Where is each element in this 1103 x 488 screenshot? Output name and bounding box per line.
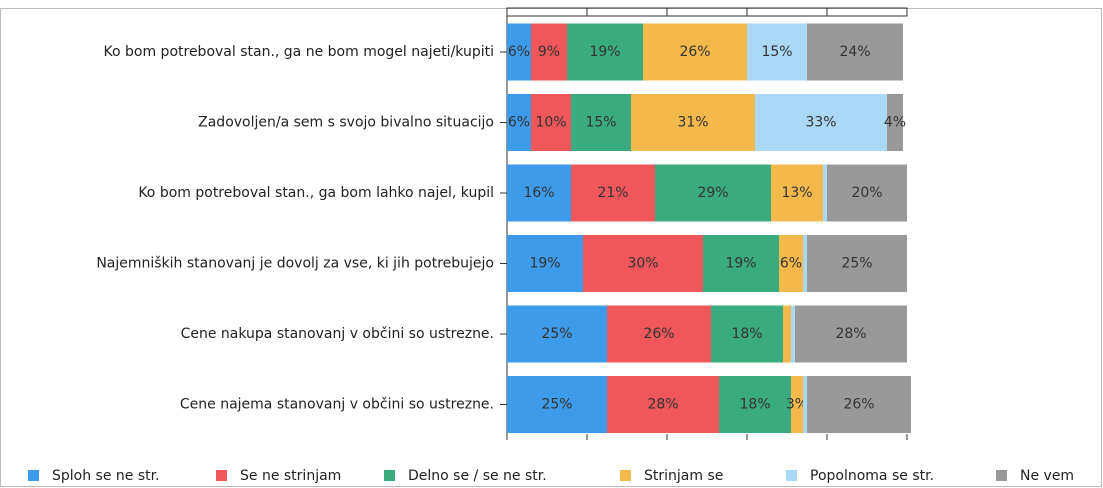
axis-top-box [506,7,908,17]
data-label: 3% [786,397,808,413]
bar-segment [567,23,643,81]
bar-segment [607,376,719,433]
data-label: 19% [589,44,620,60]
bar-segment [531,23,567,81]
bar-segment [507,23,531,81]
y-tick-label: Cene najema stanovanj v občini so ustrez… [180,397,494,413]
bar-segment [771,164,823,222]
legend-swatch [384,470,395,481]
data-label: 6% [508,115,530,131]
bar-segment [643,23,747,81]
bar-segment [747,23,807,81]
bar-segment [791,305,795,363]
bar-segment [507,164,571,222]
data-label: 4% [884,115,906,131]
bar-segment [807,23,903,81]
legend-label: Popolnoma se str. [810,468,934,484]
bar-segment [655,164,771,222]
data-label: 9% [538,44,560,60]
bar-segment [779,235,803,292]
legend-swatch [28,470,39,481]
y-tick-label: Zadovoljen/a sem s svojo bivalno situaci… [198,115,494,131]
bar-segment [803,235,807,292]
data-label: 25% [541,397,572,413]
data-label: 13% [781,185,812,201]
data-label: 31% [677,115,708,131]
bar-segment [755,94,887,151]
data-label: 26% [843,397,874,413]
bar-segment [607,305,711,363]
legend-label: Strinjam se [644,468,723,484]
data-label: 24% [839,44,870,60]
bar-segment [507,235,583,292]
bar-segment [571,94,631,151]
data-label: 28% [647,397,678,413]
legend-swatch [620,470,631,481]
bar-segment [507,94,531,151]
data-label: 10% [535,115,566,131]
bar-segment [791,376,803,433]
data-label: 15% [761,44,792,60]
bar-segment [583,235,703,292]
y-tick-label: Ko bom potreboval stan., ga ne bom mogel… [104,44,494,60]
legend-label: Sploh se ne str. [52,468,160,484]
bar-segment [531,94,571,151]
bar-segment [571,164,655,222]
data-label: 21% [597,185,628,201]
data-label: 19% [529,256,560,272]
bar-segment [807,376,911,433]
y-tick-label: Cene nakupa stanovanj v občini so ustrez… [181,326,494,342]
bar-segment [711,305,783,363]
legend-label: Delno se / se ne str. [408,468,547,484]
bar-segment [703,235,779,292]
data-label: 26% [643,326,674,342]
data-label: 6% [508,44,530,60]
bar-segment [783,305,791,363]
data-label: 18% [739,397,770,413]
data-label: 16% [523,185,554,201]
data-label: 28% [835,326,866,342]
y-tick-label: Najemniških stanovanj je dovolj za vse, … [96,256,494,272]
bar-segment [795,305,907,363]
legend-swatch [786,470,797,481]
data-label: 33% [805,115,836,131]
data-label: 19% [725,256,756,272]
bar-segment [719,376,791,433]
legend-swatch [996,470,1007,481]
legend-swatch [216,470,227,481]
bar-segment [803,376,807,433]
data-label: 6% [780,256,802,272]
bar-segment [631,94,755,151]
bar-segment [823,164,827,222]
data-label: 30% [627,256,658,272]
bar-segment [827,164,907,222]
bar-segment [807,235,907,292]
data-label: 29% [697,185,728,201]
bar-segment [507,305,607,363]
data-label: 15% [585,115,616,131]
data-label: 25% [841,256,872,272]
data-label: 26% [679,44,710,60]
legend-label: Ne vem [1020,468,1074,484]
bar-segment [507,376,607,433]
legend-label: Se ne strinjam [240,468,341,484]
data-label: 18% [731,326,762,342]
data-label: 25% [541,326,572,342]
data-label: 20% [851,185,882,201]
y-tick-label: Ko bom potreboval stan., ga bom lahko na… [138,185,494,201]
bar-segment [887,94,903,151]
